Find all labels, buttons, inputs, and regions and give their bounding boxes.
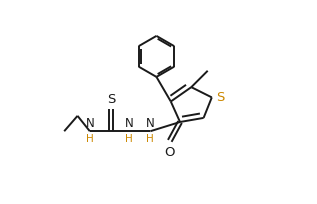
Text: N: N [124, 116, 133, 129]
Text: H: H [125, 133, 133, 143]
Text: N: N [86, 116, 94, 129]
Text: H: H [86, 133, 94, 143]
Text: S: S [216, 90, 225, 103]
Text: S: S [107, 92, 115, 105]
Text: H: H [146, 133, 154, 143]
Text: O: O [165, 146, 175, 159]
Text: N: N [146, 116, 155, 129]
